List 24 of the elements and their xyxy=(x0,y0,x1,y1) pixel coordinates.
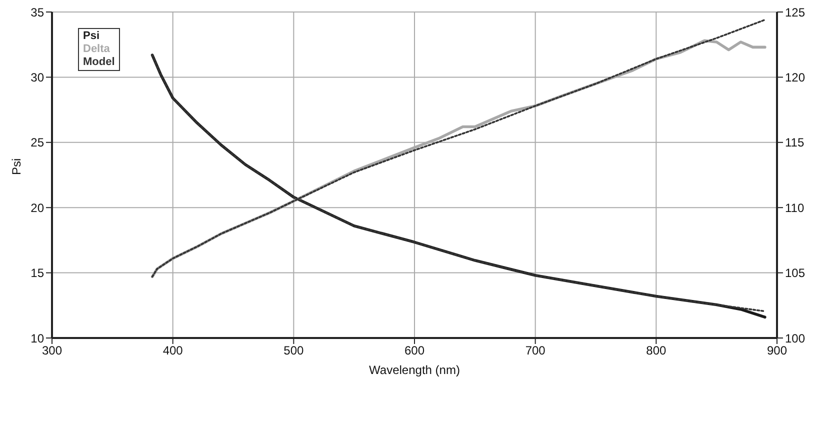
x-tick-label: 500 xyxy=(284,344,304,358)
text: Model xyxy=(83,56,115,69)
x-tick-label: 600 xyxy=(404,344,425,358)
x-tick-label: 700 xyxy=(525,344,546,358)
y-axis-title: Psi xyxy=(9,158,24,175)
y-tick-label: 25 xyxy=(30,136,44,150)
text: Delta xyxy=(83,43,111,56)
y-tick-label: 30 xyxy=(30,70,44,84)
x-tick-label: 800 xyxy=(646,344,666,358)
x-tick-label: 400 xyxy=(162,344,184,358)
text: Psi xyxy=(83,30,101,43)
x-tick-label: 900 xyxy=(766,344,788,358)
y2-tick-label: 115 xyxy=(785,136,804,150)
y-tick-label: 20 xyxy=(30,200,44,215)
y2-tick-label: 100 xyxy=(785,331,806,346)
y-tick-label: 10 xyxy=(30,331,44,346)
y-tick-label: 15 xyxy=(30,266,44,280)
y2-tick-label: 125 xyxy=(785,5,806,20)
x-tick-label: 300 xyxy=(42,344,62,358)
y2-tick-label: 105 xyxy=(785,266,806,280)
y2-tick-label: 120 xyxy=(785,70,806,84)
x-axis-title: Wavelength (nm) xyxy=(369,363,460,377)
y-tick-label: 35 xyxy=(30,5,44,20)
y2-tick-label: 110 xyxy=(785,200,804,215)
